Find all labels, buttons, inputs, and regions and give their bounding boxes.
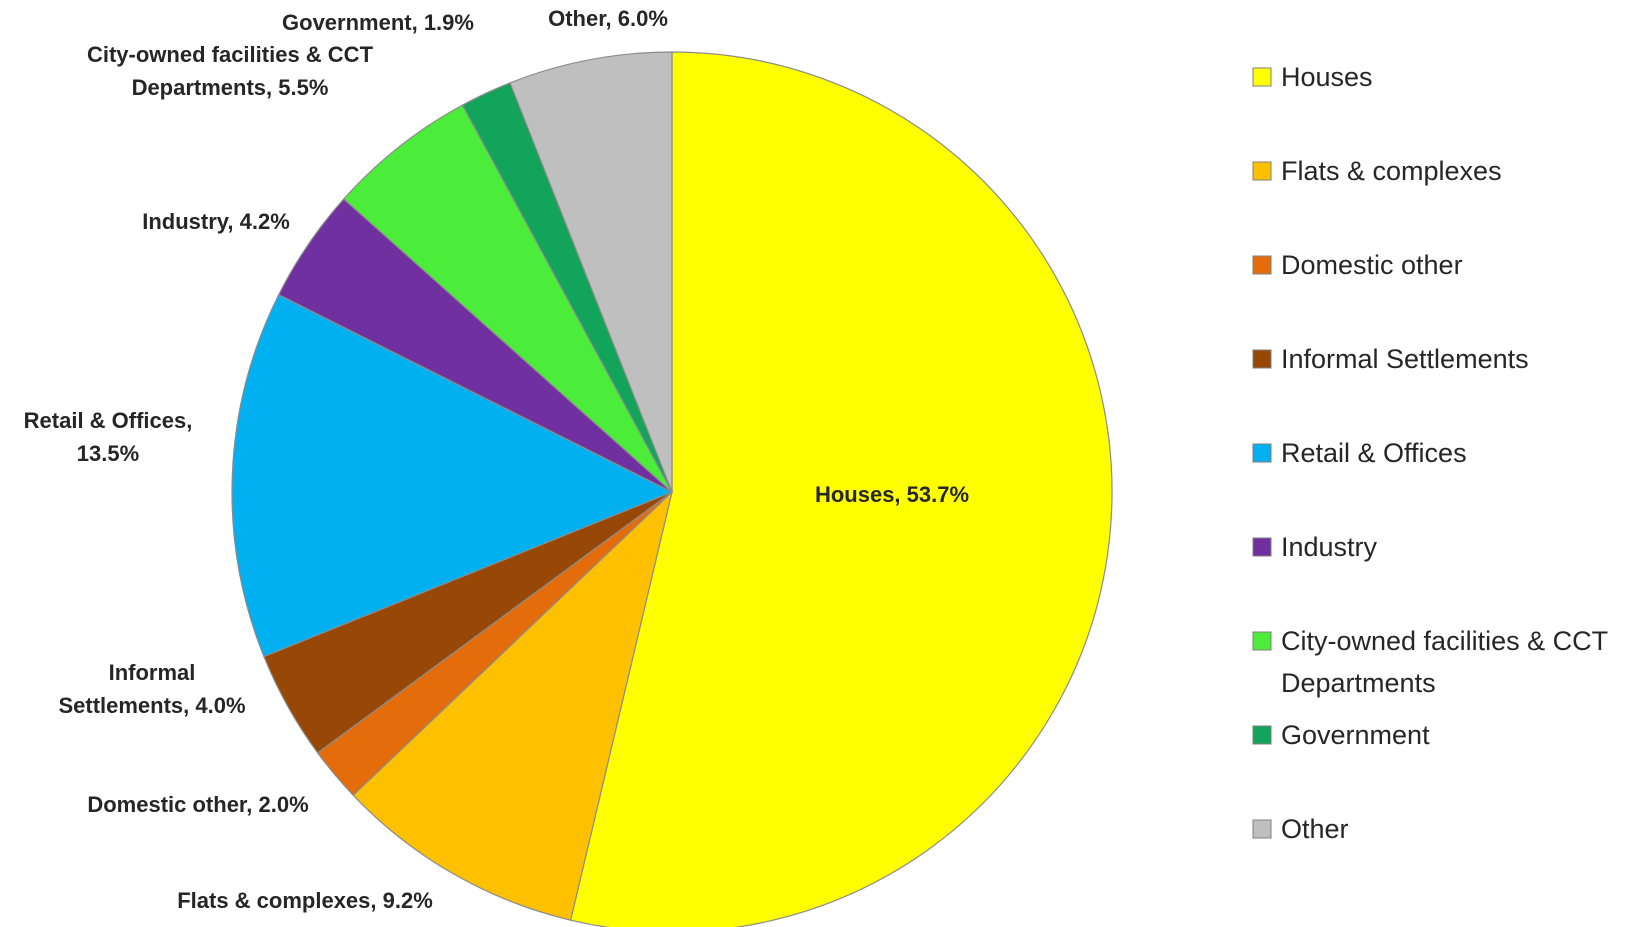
slice-labels: Houses, 53.7% Flats & complexes, 9.2% Dome… [24, 6, 969, 913]
legend-swatch-flats-and-complexes [1252, 161, 1272, 181]
legend-label-government: Government [1281, 720, 1430, 750]
data-label-industry: Industry, 4.2% [142, 209, 290, 234]
legend-label-industry: Industry [1281, 532, 1378, 562]
legend-swatch-informal-settlements [1252, 349, 1272, 369]
legend-label-informal-settlements: Informal Settlements [1281, 344, 1529, 374]
legend-swatch-retail-and-offices [1252, 443, 1272, 463]
legend: Houses Flats & complexes Domestic other Inf… [1252, 62, 1608, 844]
legend-swatch-other [1252, 819, 1272, 839]
data-label-domestic-other: Domestic other, 2.0% [87, 792, 308, 817]
data-label-flats-and-complexes: Flats & complexes, 9.2% [177, 888, 433, 913]
pie-slice-other [509, 51, 673, 493]
legend-swatch-industry [1252, 537, 1272, 557]
data-label-houses: Houses, 53.7% [815, 482, 969, 507]
legend-label-flats-and-complexes: Flats & complexes [1281, 156, 1502, 186]
legend-swatch-city-owned-facilities-and-cct-departments [1252, 631, 1272, 651]
legend-label-other: Other [1281, 814, 1349, 844]
pie-slice-flats-and-complexes [352, 490, 674, 921]
pie-slice-houses [569, 51, 1113, 927]
data-label-government: Government, 1.9% [282, 10, 474, 35]
legend-label-city-owned-facilities-and-cct-departments: City-owned facilities & CCT Departments [1281, 626, 1608, 698]
legend-swatch-government [1252, 725, 1272, 745]
legend-label-domestic-other: Domestic other [1281, 250, 1463, 280]
pie-slice-retail-and-offices [231, 293, 674, 658]
legend-swatch-houses [1252, 67, 1272, 87]
pie-slice-city-owned-facilities-and-cct-departments [342, 104, 673, 493]
legend-label-houses: Houses [1281, 62, 1373, 92]
pie-slices [231, 51, 1113, 927]
data-label-informal-settlements: Informal Settlements, 4.0% [58, 660, 245, 718]
data-label-other: Other, 6.0% [548, 6, 668, 31]
legend-label-retail-and-offices: Retail & Offices [1281, 438, 1467, 468]
data-label-retail-and-offices: Retail & Offices, 13.5% [24, 408, 193, 466]
data-label-city-owned-facilities-and-cct-departments: City-owned facilities & CCT Departments, … [87, 42, 374, 100]
legend-swatch-domestic-other [1252, 255, 1272, 275]
